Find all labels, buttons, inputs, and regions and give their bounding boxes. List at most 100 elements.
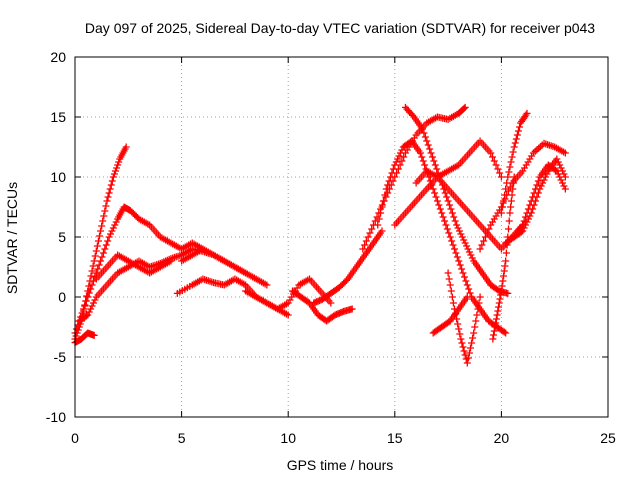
data-point <box>508 153 516 161</box>
data-point <box>99 217 107 225</box>
data-point <box>432 193 440 201</box>
data-point <box>98 253 106 261</box>
data-point <box>91 252 99 260</box>
data-point <box>87 272 95 280</box>
axis-layer: 0 5 10 15 20 25 -10 -5 0 5 10 15 20 <box>46 49 616 446</box>
data-point <box>112 218 120 226</box>
data-point <box>561 185 569 193</box>
data-point <box>448 209 456 217</box>
data-point <box>459 343 467 351</box>
data-point <box>109 224 117 232</box>
data-point <box>448 293 456 301</box>
data-point <box>106 185 114 193</box>
data-point <box>533 181 541 189</box>
data-point <box>465 349 473 357</box>
data-point <box>72 325 80 333</box>
data-point <box>444 197 452 205</box>
data-point <box>527 209 535 217</box>
data-point <box>423 137 431 145</box>
data-point <box>449 241 457 249</box>
data-point <box>102 202 110 210</box>
data-point <box>530 201 538 209</box>
data-point <box>487 149 495 157</box>
data-point <box>508 191 516 199</box>
data-point <box>537 182 545 190</box>
data-point <box>366 229 374 237</box>
data-point <box>100 212 108 220</box>
y-tick-label: 20 <box>50 49 66 65</box>
data-point <box>87 305 95 313</box>
data-point <box>500 328 508 336</box>
data-point <box>419 125 427 133</box>
data-point <box>516 123 524 131</box>
data-point <box>377 209 385 217</box>
data-point <box>89 262 97 270</box>
data-point <box>501 262 509 270</box>
data-point <box>361 241 369 249</box>
data-point <box>89 299 97 307</box>
data-point <box>559 167 567 175</box>
series-arc-17 <box>429 293 471 337</box>
data-point <box>455 325 463 333</box>
data-point <box>88 267 96 275</box>
data-point <box>557 176 565 184</box>
data-point <box>464 245 472 253</box>
x-tick-label: 10 <box>280 430 296 446</box>
series-arc-8 <box>242 275 335 313</box>
data-point <box>108 227 116 235</box>
data-point <box>94 237 102 245</box>
data-point <box>453 253 461 261</box>
data-point <box>421 133 429 141</box>
data-point <box>526 212 534 220</box>
data-point <box>433 197 441 205</box>
points-layer <box>71 103 569 367</box>
data-point <box>490 157 498 165</box>
data-point <box>371 217 379 225</box>
data-point <box>509 148 517 156</box>
data-point <box>523 218 531 226</box>
series-arc-14 <box>391 137 505 229</box>
data-point <box>111 221 119 229</box>
y-tick-label: -5 <box>54 349 67 365</box>
data-point <box>476 245 484 253</box>
data-point <box>98 222 106 230</box>
data-point <box>529 205 537 213</box>
data-point <box>493 311 501 319</box>
data-point <box>435 201 443 209</box>
data-point <box>514 127 522 135</box>
data-point <box>348 305 356 313</box>
data-point <box>502 249 510 257</box>
data-point <box>382 185 390 193</box>
data-point <box>517 228 525 236</box>
data-point <box>456 330 464 338</box>
data-point <box>522 221 530 229</box>
data-point <box>489 335 497 343</box>
data-point <box>439 213 447 221</box>
data-point <box>532 197 540 205</box>
data-point <box>451 217 459 225</box>
data-point <box>263 281 271 289</box>
data-point <box>510 173 518 181</box>
data-point <box>539 179 547 187</box>
data-point <box>388 169 396 177</box>
data-point <box>431 189 439 197</box>
data-point <box>498 203 506 211</box>
y-tick-label: 10 <box>50 169 66 185</box>
data-point <box>505 225 513 233</box>
data-point <box>513 131 521 139</box>
data-point <box>101 207 109 215</box>
data-point <box>497 173 505 181</box>
data-point <box>112 167 120 175</box>
data-point <box>463 359 471 367</box>
data-point <box>465 285 473 293</box>
data-point <box>378 203 386 211</box>
data-point <box>468 254 476 262</box>
data-point <box>107 181 115 189</box>
data-point <box>501 191 509 199</box>
data-point <box>478 241 486 249</box>
data-point <box>534 189 542 197</box>
data-point <box>445 229 453 237</box>
data-point <box>507 158 515 166</box>
data-point <box>489 153 497 161</box>
data-point <box>500 267 508 275</box>
